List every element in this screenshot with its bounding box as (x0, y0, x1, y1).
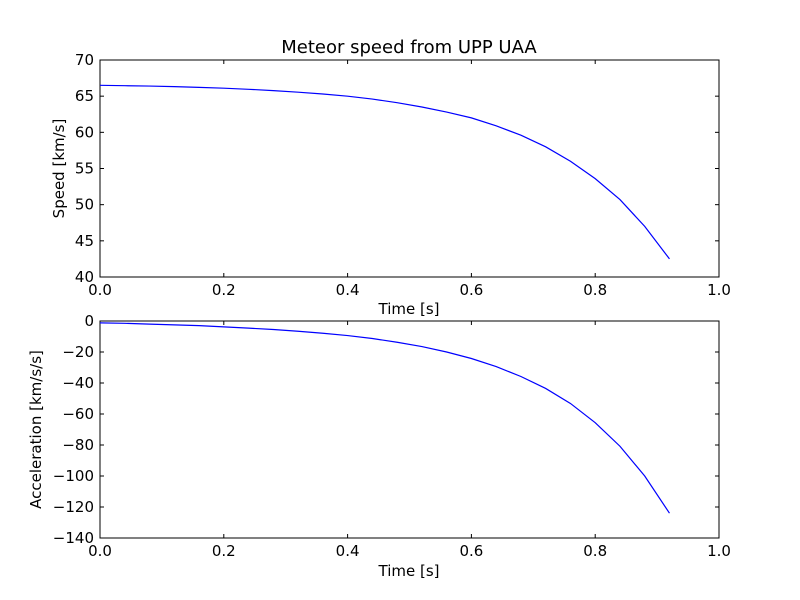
acceleration-plot-y-tick-label: −120 (53, 498, 94, 516)
speed-plot-x-tick-label: 1.0 (707, 281, 731, 299)
acceleration-plot-marks: 0.0 0.2 0.4 0.6 0.8 1.0 −140 −120 −100 −80 −60 −40 −… (53, 312, 731, 560)
speed-plot-y-tick-label: 60 (75, 123, 94, 141)
acceleration-plot-x-tick-label: 0.0 (88, 542, 112, 560)
speed-plot-x-label: Time [s] (378, 300, 440, 318)
acceleration-plot-y-tick-label: −140 (53, 529, 94, 547)
acceleration-plot-y-tick-label: −80 (62, 436, 94, 454)
acceleration-plot-x-label: Time [s] (378, 562, 440, 580)
acceleration-plot-x-tick-label: 0.8 (583, 542, 607, 560)
speed-plot-y-tick-label: 65 (75, 87, 94, 105)
speed-plot-marks: 0.0 0.2 0.4 0.6 0.8 1.0 40 45 50 55 60 65 70 (75, 51, 731, 299)
acceleration-plot-y-tick-label: −20 (62, 343, 94, 361)
acceleration-plot-y-tick-label: −40 (62, 374, 94, 392)
speed-plot-y-tick-label: 50 (75, 196, 94, 214)
speed-plot-y-tick-label: 55 (75, 160, 94, 178)
speed-plot-y-tick-label: 70 (75, 51, 94, 69)
acceleration-plot-x-tick-label: 0.4 (336, 542, 360, 560)
acceleration-plot-x-tick-label: 0.6 (459, 542, 483, 560)
speed-plot-x-tick-label: 0.6 (459, 281, 483, 299)
speed-plot-y-tick-label: 40 (75, 268, 94, 286)
speed-plot-series-line (99, 84, 670, 260)
speed-plot-frame (99, 59, 720, 278)
acceleration-plot-y-tick-label: −60 (62, 405, 94, 423)
acceleration-plot-panel: 0.0 0.2 0.4 0.6 0.8 1.0 −140 −120 −100 −80 −60 −40 −… (27, 312, 731, 580)
speed-plot-x-tick-label: 0.0 (88, 281, 112, 299)
speed-plot-panel: Meteor speed from UPP UAA 0.0 0.2 0.4 0.6 0.… (50, 37, 731, 318)
chart-title: Meteor speed from UPP UAA (281, 37, 537, 58)
acceleration-plot-y-tick-label: −100 (53, 467, 94, 485)
speed-plot-x-tick-label: 0.2 (212, 281, 236, 299)
speed-plot-y-tick-label: 45 (75, 232, 94, 250)
acceleration-plot-series-line (99, 322, 670, 514)
speed-plot-x-tick-label: 0.8 (583, 281, 607, 299)
acceleration-plot-y-label: Acceleration [km/s/s] (27, 350, 45, 509)
acceleration-plot-y-tick-label: 0 (84, 312, 94, 330)
speed-plot-x-tick-label: 0.4 (336, 281, 360, 299)
acceleration-plot-x-tick-label: 0.2 (212, 542, 236, 560)
acceleration-plot-frame (99, 320, 720, 539)
speed-plot-y-label: Speed [km/s] (50, 119, 68, 219)
acceleration-plot-x-tick-label: 1.0 (707, 542, 731, 560)
